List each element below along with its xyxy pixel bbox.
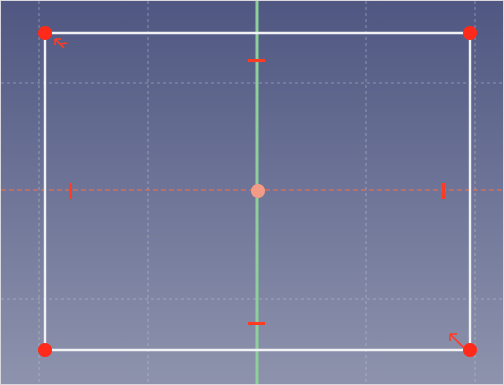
origin-point[interactable] bbox=[251, 184, 265, 198]
horizontal-constraint-icon bbox=[248, 322, 265, 325]
sketch-rectangle[interactable] bbox=[43, 31, 472, 352]
vertex-bottom-left[interactable] bbox=[38, 343, 52, 357]
symmetry-arrow-icon bbox=[449, 333, 464, 348]
horizontal-constraint-icon bbox=[248, 59, 265, 62]
vertical-constraint-icon bbox=[442, 183, 445, 199]
sketch-vertices[interactable] bbox=[38, 26, 477, 357]
vertex-top-right[interactable] bbox=[463, 26, 477, 40]
vertical-constraint-icon bbox=[69, 183, 72, 199]
constraint-markers bbox=[69, 59, 445, 325]
vertex-bottom-right[interactable] bbox=[463, 343, 477, 357]
symmetry-markers bbox=[54, 38, 464, 348]
symmetry-arrow-icon bbox=[54, 38, 68, 49]
vertex-top-left[interactable] bbox=[38, 26, 52, 40]
